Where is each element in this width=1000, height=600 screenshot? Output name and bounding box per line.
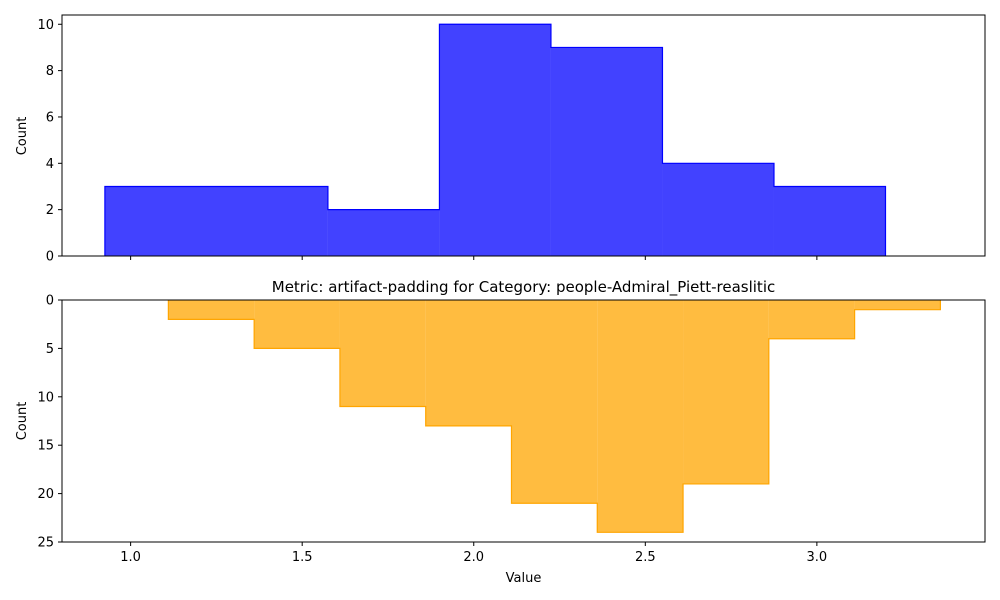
top-histogram-bar: [327, 209, 440, 256]
bottom-x-ticks: 1.0 1.5 2.0 2.5 3.0: [120, 542, 827, 565]
top-histogram-bar: [439, 24, 551, 257]
bottom-histogram-panel: 1.0 1.5 2.0 2.5 3.0 0 5 10 15 20 25 Metric: artif…: [15, 278, 986, 586]
top-histogram-bar: [550, 47, 663, 256]
bottom-y-tick-label: 25: [37, 536, 54, 551]
top-y-tick-label: 6: [46, 110, 54, 125]
bottom-histogram-bar: [168, 300, 255, 320]
bottom-x-tick-label: 3.0: [807, 550, 828, 565]
bottom-y-tick-label: 5: [46, 342, 54, 357]
bottom-histogram-bar: [339, 300, 426, 407]
bottom-x-axis-label: Value: [506, 571, 542, 586]
bottom-histogram-bar: [768, 300, 855, 339]
top-histogram-bar: [104, 186, 328, 256]
top-y-tick-label: 4: [46, 157, 54, 172]
bottom-x-tick-label: 1.0: [120, 550, 141, 565]
bottom-histogram-bar: [511, 300, 598, 504]
bottom-histogram-bar: [683, 300, 769, 484]
top-histogram-bar: [773, 186, 886, 256]
bottom-y-ticks: 0 5 10 15 20 25: [37, 294, 62, 551]
top-histogram-panel: 0 2 4 6 8 10 Count: [15, 14, 986, 265]
top-y-tick-label: 10: [37, 18, 54, 33]
top-histogram-outline: [104, 23, 887, 256]
bottom-histogram-outline: [167, 300, 941, 533]
bottom-y-tick-label: 0: [46, 294, 54, 309]
bottom-plot-border: [61, 299, 986, 543]
top-histogram-bar: [662, 163, 774, 256]
top-y-tick-label: 0: [46, 250, 54, 265]
bottom-x-tick-label: 1.5: [292, 550, 313, 565]
top-y-ticks: 0 2 4 6 8 10: [37, 18, 62, 265]
bottom-x-tick-label: 2.5: [635, 550, 656, 565]
bottom-y-tick-label: 10: [37, 390, 54, 405]
bottom-histogram-bar: [254, 300, 340, 349]
top-histogram-bars: [104, 23, 887, 257]
top-y-axis-label: Count: [15, 117, 30, 156]
bottom-x-tick-label: 2.0: [463, 550, 484, 565]
top-y-tick-label: 2: [46, 203, 54, 218]
bottom-histogram-bar: [597, 300, 684, 533]
bottom-y-tick-label: 20: [37, 487, 54, 502]
top-y-tick-label: 8: [46, 64, 54, 79]
bottom-chart-title: Metric: artifact-padding for Category: p…: [272, 278, 775, 297]
bottom-y-tick-label: 15: [37, 439, 54, 454]
bottom-histogram-bar: [425, 300, 512, 426]
bottom-y-axis-label: Count: [15, 402, 30, 441]
bottom-histogram-bar: [854, 300, 941, 310]
top-plot-border: [61, 14, 986, 257]
bottom-histogram-bars: [167, 300, 941, 533]
top-x-ticks: [130, 256, 818, 260]
